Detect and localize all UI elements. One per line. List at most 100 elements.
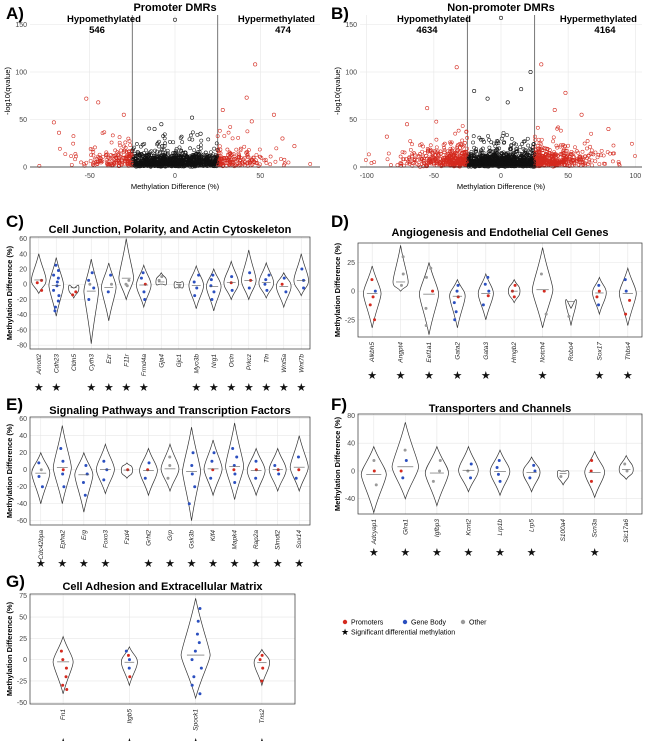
data-point bbox=[573, 145, 577, 150]
data-point bbox=[539, 137, 544, 142]
data-point bbox=[520, 141, 525, 146]
data-point bbox=[142, 141, 147, 146]
significance-star: ★ bbox=[279, 382, 289, 394]
significance-star: ★ bbox=[244, 382, 254, 394]
violin-dot bbox=[559, 475, 563, 478]
data-point bbox=[421, 144, 425, 149]
violin-shape bbox=[160, 442, 180, 493]
y-tick-label: 40 bbox=[19, 433, 27, 440]
data-point bbox=[144, 159, 148, 164]
data-point bbox=[132, 145, 136, 150]
violin-dot bbox=[40, 278, 44, 282]
violin-shape bbox=[449, 278, 466, 328]
violin-dot bbox=[267, 273, 271, 277]
data-point bbox=[400, 150, 405, 154]
data-point bbox=[155, 141, 160, 146]
data-point bbox=[505, 133, 509, 137]
violin-dot bbox=[196, 619, 200, 623]
data-point bbox=[176, 161, 181, 165]
significance-star: ★ bbox=[165, 558, 175, 570]
data-point bbox=[229, 157, 233, 162]
data-point bbox=[282, 157, 287, 162]
gene-label: Gata2 bbox=[454, 342, 461, 360]
data-point bbox=[174, 151, 179, 155]
violin-dot bbox=[109, 273, 113, 277]
violin-dot bbox=[193, 649, 197, 653]
data-point bbox=[518, 145, 522, 150]
outlier-point bbox=[96, 100, 101, 105]
data-point bbox=[127, 151, 132, 156]
outlier-point bbox=[292, 144, 297, 149]
data-point bbox=[519, 152, 524, 157]
data-point bbox=[104, 152, 108, 157]
data-point bbox=[179, 148, 184, 153]
violin-dot bbox=[544, 312, 548, 316]
violin-dot bbox=[424, 306, 428, 310]
data-point bbox=[165, 148, 170, 153]
violin-dot bbox=[92, 286, 96, 290]
violin-dot bbox=[143, 476, 147, 480]
violin-shape bbox=[618, 266, 637, 326]
data-point bbox=[268, 162, 273, 167]
data-point bbox=[196, 160, 201, 164]
data-point bbox=[104, 158, 109, 162]
data-point bbox=[180, 140, 185, 144]
legend: Promoters Gene Body Other ★ Significant diff… bbox=[341, 620, 487, 638]
significance-star: ★ bbox=[121, 382, 131, 394]
violin-dot bbox=[126, 468, 130, 472]
gene-label: Scn3a bbox=[592, 519, 599, 538]
violin-dot bbox=[212, 451, 216, 455]
violin-dot bbox=[160, 275, 164, 279]
data-point bbox=[481, 150, 486, 155]
data-point bbox=[98, 156, 103, 161]
data-point bbox=[286, 160, 291, 165]
violin-dot bbox=[452, 301, 456, 305]
violin-dot bbox=[247, 286, 251, 290]
legend-significant-label: Significant differential methylation bbox=[351, 630, 455, 637]
data-point bbox=[593, 159, 598, 164]
violin-shape bbox=[31, 253, 47, 295]
legend-promoters-swatch bbox=[342, 619, 348, 625]
data-point bbox=[465, 136, 470, 140]
violin-dot bbox=[453, 318, 457, 322]
data-point bbox=[460, 138, 465, 143]
outlier-point bbox=[84, 96, 89, 101]
data-point bbox=[182, 164, 187, 169]
data-point bbox=[144, 157, 148, 162]
outlier-point bbox=[404, 122, 409, 127]
violin-dot bbox=[39, 468, 43, 472]
data-point bbox=[547, 148, 552, 152]
data-point bbox=[79, 160, 83, 165]
data-point bbox=[416, 153, 421, 158]
data-point bbox=[510, 137, 514, 141]
significance-star: ★ bbox=[209, 382, 219, 394]
y-tick-label: -60 bbox=[17, 327, 27, 334]
violin-dot bbox=[64, 666, 68, 670]
violin-dot bbox=[597, 303, 601, 307]
data-point bbox=[499, 136, 504, 141]
violin-dot bbox=[195, 286, 199, 290]
data-point bbox=[408, 157, 412, 162]
data-point bbox=[37, 164, 42, 168]
data-point bbox=[478, 150, 483, 155]
violin-dot bbox=[230, 288, 234, 292]
data-point bbox=[242, 156, 247, 160]
significance-star: ★ bbox=[51, 382, 61, 394]
gene-label: Myo3b bbox=[193, 354, 200, 374]
data-point bbox=[464, 130, 469, 134]
y-tick-label: 150 bbox=[15, 22, 27, 29]
data-point bbox=[254, 153, 259, 157]
data-point bbox=[120, 158, 124, 163]
violin-dot bbox=[486, 294, 490, 298]
violin-shape bbox=[458, 445, 479, 493]
data-point bbox=[487, 138, 491, 142]
data-point bbox=[161, 147, 166, 152]
violin-shape bbox=[293, 253, 309, 297]
data-point bbox=[172, 158, 177, 163]
gene-label: Ezr bbox=[106, 353, 113, 364]
violin-shape bbox=[289, 435, 309, 493]
data-point bbox=[308, 162, 313, 166]
data-point bbox=[434, 145, 439, 150]
violin-dot bbox=[64, 675, 68, 679]
data-point bbox=[504, 152, 509, 157]
